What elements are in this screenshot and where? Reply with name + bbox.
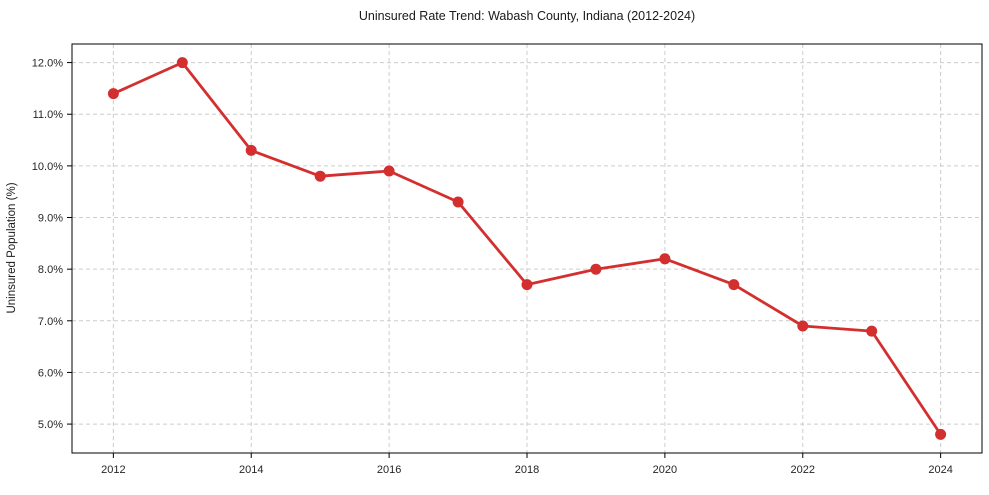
x-tick-label: 2024 <box>928 464 952 476</box>
data-series <box>107 57 947 440</box>
data-point-marker <box>176 57 188 69</box>
data-point-marker <box>659 253 671 265</box>
y-tick-label: 10.0% <box>32 161 63 173</box>
y-tick-label: 11.0% <box>33 109 64 121</box>
data-point-marker <box>590 263 602 275</box>
gridlines <box>72 44 982 453</box>
data-point-marker <box>866 325 878 337</box>
axis-tick-labels: 5.0% 6.0% 7.0% 8.0% 9.0% 10.0% 11.0% 12.0% 2012 2… <box>32 58 953 476</box>
x-tick-label: 2020 <box>653 464 677 476</box>
data-point-marker <box>935 428 947 440</box>
data-point-marker <box>383 165 395 177</box>
data-point-marker <box>521 279 533 291</box>
plot-border <box>71 43 983 454</box>
x-tick-label: 2018 <box>515 464 539 476</box>
y-tick-label: 9.0% <box>38 213 63 225</box>
axis-ticks <box>67 62 942 458</box>
data-point-marker <box>245 144 257 156</box>
y-tick-label: 8.0% <box>38 264 63 276</box>
data-point-marker <box>728 279 740 291</box>
data-point-marker <box>314 170 326 182</box>
data-point-marker <box>797 320 809 332</box>
y-tick-label: 5.0% <box>38 419 63 431</box>
x-tick-label: 2022 <box>791 464 815 476</box>
y-axis-label: Uninsured Population (%) <box>6 182 18 313</box>
x-tick-label: 2012 <box>101 464 125 476</box>
y-tick-label: 12.0% <box>32 58 63 70</box>
y-tick-label: 6.0% <box>38 367 63 379</box>
data-point-marker <box>107 88 119 100</box>
data-point-marker <box>452 196 464 208</box>
x-tick-label: 2014 <box>239 464 263 476</box>
y-tick-label: 7.0% <box>38 316 63 328</box>
x-tick-label: 2016 <box>377 464 401 476</box>
chart-title: Uninsured Rate Trend: Wabash County, Ind… <box>359 9 695 23</box>
